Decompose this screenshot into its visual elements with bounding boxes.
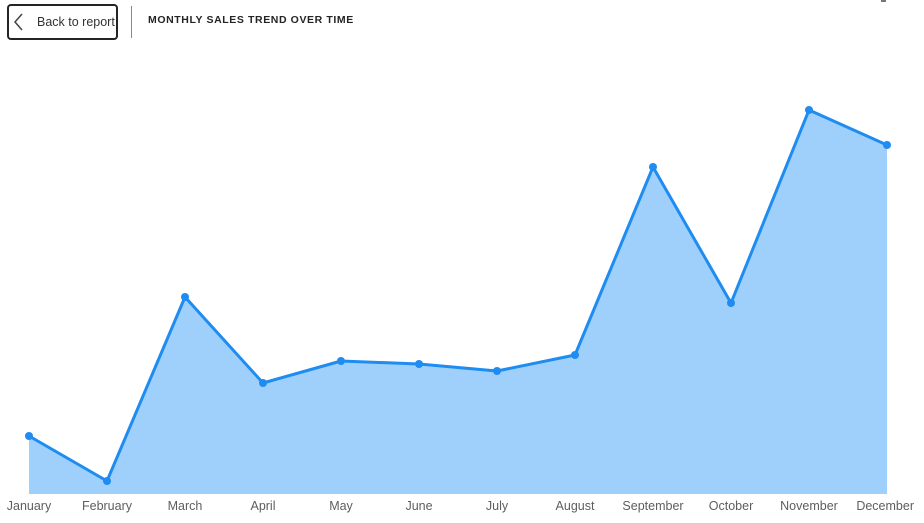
data-point-march <box>181 293 189 301</box>
x-tick-label-november: November <box>780 499 838 513</box>
data-point-august <box>571 351 579 359</box>
data-point-november <box>805 106 813 114</box>
header-divider <box>131 6 132 38</box>
x-tick-label-september: September <box>622 499 683 513</box>
x-tick-label-july: July <box>486 499 509 513</box>
x-tick-label-october: October <box>709 499 753 513</box>
x-tick-label-june: June <box>405 499 432 513</box>
data-point-december <box>883 141 891 149</box>
series-line <box>28 108 888 483</box>
data-point-june <box>415 360 423 368</box>
x-tick-label-august: August <box>556 499 595 513</box>
chevron-left-icon <box>12 13 26 31</box>
page-title: MONTHLY SALES TREND OVER TIME <box>148 14 354 26</box>
x-tick-label-february: February <box>82 499 133 513</box>
data-point-february <box>103 477 111 485</box>
x-tick-label-may: May <box>329 499 353 513</box>
back-to-report-label: Back to report <box>37 15 115 29</box>
data-point-july <box>493 367 501 375</box>
x-tick-label-april: April <box>250 499 275 513</box>
back-to-report-button[interactable]: Back to report <box>7 4 118 40</box>
series-area <box>29 110 887 494</box>
data-point-september <box>649 163 657 171</box>
x-tick-label-january: January <box>7 499 52 513</box>
x-tick-label-december: December <box>856 499 914 513</box>
data-point-may <box>337 357 345 365</box>
corner-mark <box>881 0 886 2</box>
data-point-april <box>259 379 267 387</box>
data-point-january <box>25 432 33 440</box>
data-point-october <box>727 299 735 307</box>
x-tick-label-march: March <box>168 499 203 513</box>
